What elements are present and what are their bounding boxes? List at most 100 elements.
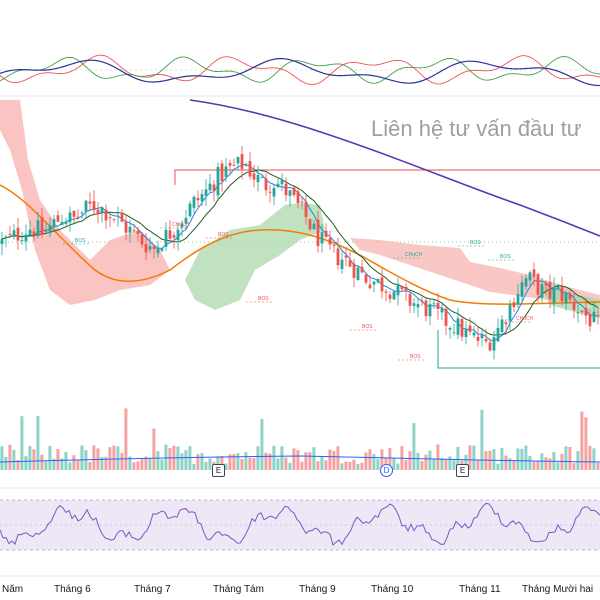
smc-label: BOS <box>500 254 511 260</box>
candle <box>484 328 488 344</box>
smc-label: BOS <box>362 324 373 330</box>
candle <box>272 185 276 206</box>
candle <box>184 209 188 230</box>
volume-bar <box>504 455 508 470</box>
dividend-event-marker[interactable]: D <box>380 464 393 477</box>
candle <box>4 234 8 248</box>
volume-bar <box>536 460 540 470</box>
candle <box>192 195 196 214</box>
volume-bar <box>104 456 108 470</box>
volume-bar <box>584 417 588 470</box>
volume-bar <box>140 458 144 470</box>
volume-bar <box>236 453 240 470</box>
volume-bar <box>132 462 136 470</box>
ma-long-line <box>189 99 600 237</box>
volume-bar <box>332 450 336 470</box>
volume-bar <box>144 456 148 470</box>
volume-bar <box>364 452 368 470</box>
candle <box>44 221 48 233</box>
volume-bar <box>268 453 272 470</box>
volume-bar <box>548 458 552 470</box>
volume-bar <box>120 453 124 470</box>
volume-bar <box>348 461 352 470</box>
volume-bar <box>92 445 96 470</box>
candle <box>584 297 588 325</box>
candle <box>460 316 464 342</box>
volume-bar <box>532 461 536 470</box>
volume-bar <box>8 444 12 470</box>
volume-bar <box>520 448 524 470</box>
volume-bar <box>392 458 396 470</box>
candle <box>324 223 328 239</box>
candle <box>372 280 376 293</box>
candle <box>100 206 104 223</box>
smc-label: BOS <box>75 238 86 244</box>
volume-bar <box>116 446 120 470</box>
candle <box>520 275 524 303</box>
smc-label: CHoCH <box>405 252 423 258</box>
candle <box>196 190 200 207</box>
candle <box>300 196 304 210</box>
candle <box>480 329 484 347</box>
candle <box>156 240 160 258</box>
candle <box>280 173 284 192</box>
volume-bar <box>424 454 428 470</box>
candle <box>204 179 208 206</box>
month-label: Tháng 9 <box>299 584 336 595</box>
candle <box>380 268 384 299</box>
volume-bar <box>472 445 476 470</box>
candle <box>260 175 264 179</box>
smc-label: CHoCH <box>516 316 534 322</box>
volume-bar <box>320 457 324 470</box>
month-label: Tháng 7 <box>134 584 171 595</box>
candle <box>316 210 320 253</box>
smc-label: BOS <box>258 296 269 302</box>
candle <box>432 298 436 309</box>
candle <box>356 265 360 281</box>
candle <box>440 301 444 321</box>
volume-bar <box>592 448 596 470</box>
candle <box>312 220 316 230</box>
candle <box>376 278 380 284</box>
earnings-event-marker[interactable]: E <box>212 464 225 477</box>
volume-bar <box>360 462 364 470</box>
volume-bar <box>124 408 128 470</box>
candle <box>424 297 428 322</box>
candle <box>116 206 120 227</box>
volume-bar <box>136 461 140 470</box>
volume-bar <box>256 446 260 470</box>
volume-bar <box>556 462 560 470</box>
candle <box>384 288 388 302</box>
candle <box>240 146 244 180</box>
volume-bar <box>312 447 316 470</box>
candle <box>144 233 148 261</box>
candle <box>216 162 220 200</box>
volume-bar <box>464 454 468 470</box>
candle <box>516 283 520 308</box>
candle <box>288 189 292 207</box>
volume-bar <box>376 459 380 470</box>
volume-bar <box>148 458 152 470</box>
candle <box>588 308 592 332</box>
volume-bar <box>316 461 320 470</box>
candle <box>348 252 352 268</box>
volume-bar <box>576 451 580 470</box>
volume-bar <box>28 446 32 470</box>
volume-bar <box>184 450 188 470</box>
candle <box>108 214 112 227</box>
earnings-event-marker[interactable]: E <box>456 464 469 477</box>
volume-bar <box>112 445 116 470</box>
rsi-line <box>0 502 600 546</box>
candle <box>408 289 412 313</box>
smc-label: BOS <box>410 354 421 360</box>
oscillator-line-green <box>0 56 600 84</box>
candle <box>508 300 512 331</box>
volume-bar <box>344 461 348 470</box>
volume-bar <box>540 453 544 470</box>
month-label: Tháng 10 <box>371 584 414 595</box>
volume-bar <box>52 458 56 470</box>
volume-bar <box>88 461 92 470</box>
candle <box>164 222 168 251</box>
candle <box>60 214 64 226</box>
candle <box>328 230 332 250</box>
